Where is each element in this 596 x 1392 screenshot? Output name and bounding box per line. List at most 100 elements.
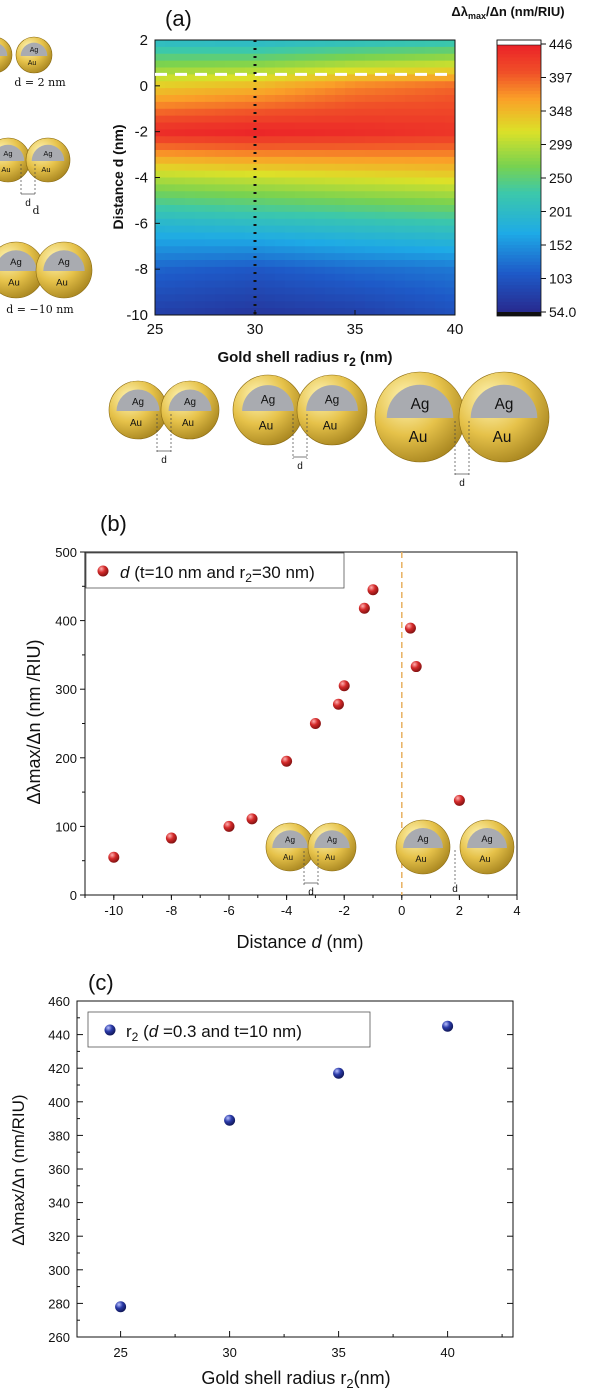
particle-pair-icon: Ag Au Ag Au (0, 241, 93, 299)
heatmap-cell (345, 150, 356, 158)
heatmap-cell (275, 40, 286, 48)
heatmap-cell (155, 122, 166, 130)
heatmap-cell (405, 46, 416, 55)
heatmap-cell (315, 308, 326, 315)
heatmap-cell (295, 205, 306, 213)
heatmap-cell (285, 191, 296, 199)
heatmap-cell (365, 239, 376, 247)
label-au: Au (409, 429, 428, 446)
heatmap-cell (415, 198, 426, 206)
heatmap-cell (235, 177, 246, 185)
heatmap-cell (205, 211, 216, 220)
x-tick-label: 30 (222, 1345, 236, 1360)
heatmap-cell (245, 88, 256, 96)
heatmap-cell (295, 308, 306, 315)
heatmap-cell (195, 266, 206, 275)
heatmap-cell (155, 246, 166, 254)
scatter-b-y-axis-label: Δλmax/Δn (nm /RIU) (24, 639, 44, 804)
heatmap-cell (175, 260, 186, 268)
scatter-b-points (108, 584, 465, 863)
heatmap-cell (215, 239, 226, 247)
colorbar-segment (497, 271, 541, 276)
heatmap-cell (155, 67, 166, 75)
heatmap-cell (325, 95, 336, 103)
heatmap-cell (405, 40, 416, 48)
heatmap-cell (175, 115, 186, 124)
heatmap-cell (255, 225, 266, 234)
colorbar-segment (497, 121, 541, 125)
gap-label: d (452, 884, 458, 895)
heatmap-cell (325, 46, 336, 55)
heatmap-cell (165, 95, 176, 103)
legend-c-box (87, 1011, 371, 1048)
heatmap-cell (275, 253, 286, 261)
heatmap-cell (275, 294, 286, 302)
heatmap-cell (345, 170, 356, 179)
heatmap-cell (225, 115, 236, 124)
heatmap-cell (405, 184, 416, 192)
heatmap-cell (255, 177, 266, 185)
colorbar-segment (497, 208, 541, 213)
heatmap-cell (275, 156, 286, 165)
heatmap-cell (295, 301, 306, 309)
heatmap-cell (185, 218, 196, 227)
heatmap-cell (165, 253, 176, 261)
colorbar-segment (497, 60, 541, 65)
heatmap-cell (235, 88, 246, 96)
heatmap-cell (195, 170, 206, 179)
heatmap-cell (175, 101, 186, 110)
heatmap-cell (365, 95, 376, 103)
heatmap-cell (375, 205, 386, 213)
heatmap-cell (195, 136, 206, 144)
heatmap-cell (445, 211, 455, 220)
colorbar-segment (497, 295, 541, 300)
heatmap-cell (425, 156, 436, 165)
heatmap-cell (175, 108, 186, 117)
heatmap-cell (245, 239, 256, 247)
x-tick-label: -8 (166, 903, 178, 918)
heatmap-cell (155, 266, 166, 275)
heatmap-cell (205, 246, 216, 254)
heatmap-cell (345, 273, 356, 282)
heatmap-cell (205, 67, 216, 75)
heatmap-cell (375, 301, 386, 309)
heatmap-cell (395, 211, 406, 220)
heatmap-cell (305, 163, 316, 172)
heatmap-cell (185, 170, 196, 179)
heatmap-cell (445, 46, 455, 55)
colorbar-segment (497, 214, 541, 219)
heatmap-cell (375, 143, 386, 151)
colorbar-tick-label: 250 (549, 170, 573, 186)
nanoparticle-pair: Ag Au Ag Au d (265, 822, 357, 898)
heatmap-cell (175, 143, 186, 151)
heatmap-cell (405, 129, 416, 137)
heatmap-cell (405, 246, 416, 254)
heatmap-cell (335, 46, 346, 55)
heatmap-cell (265, 191, 276, 199)
label-au: Au (8, 277, 20, 288)
heatmap-cell (315, 184, 326, 192)
heatmap-cell (245, 218, 256, 227)
heatmap-cell (405, 239, 416, 247)
heatmap-cell (245, 163, 256, 172)
heatmap-cell (255, 273, 266, 282)
heatmap-cell (265, 163, 276, 172)
heatmap-cell (165, 191, 176, 199)
heatmap-cell (175, 287, 186, 295)
heatmap-cell (255, 143, 266, 151)
heatmap-cell (305, 170, 316, 179)
label-ag: Ag (3, 149, 12, 158)
heatmap-cell (245, 46, 256, 55)
heatmap-cell (275, 74, 286, 82)
side-label-d: d (32, 204, 39, 217)
heatmap-cell (385, 198, 396, 206)
heatmap-cell (175, 67, 186, 75)
colorbar-segment (497, 64, 541, 69)
heatmap-cell (345, 266, 356, 275)
heatmap-cell (435, 74, 446, 82)
heatmap-cell (295, 170, 306, 179)
scatter-c-ticks: 25 30 35 40 260 280 300 320 340 360 380 400 420 440 46… (48, 994, 513, 1360)
heatmap-cell (415, 273, 426, 282)
heatmap-cell (425, 150, 436, 158)
